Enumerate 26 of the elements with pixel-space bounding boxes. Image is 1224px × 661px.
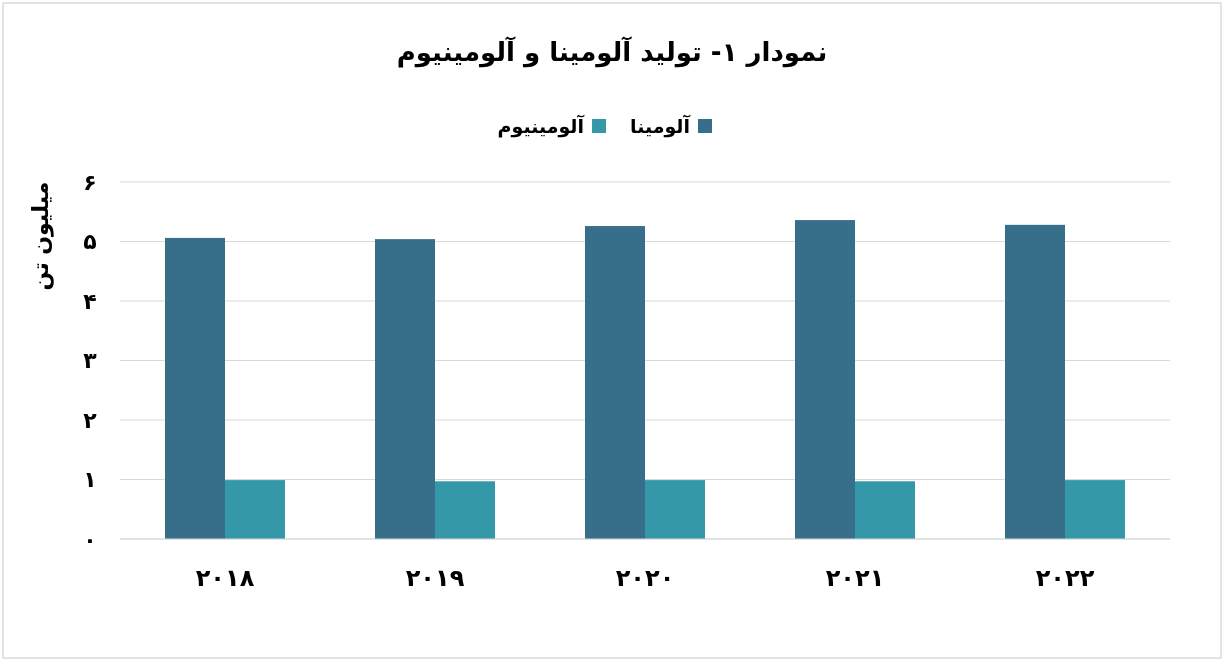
bar <box>435 481 495 539</box>
bar <box>645 480 705 539</box>
bar <box>585 226 645 539</box>
x-tick-label: ۲۰۱۸ <box>195 564 255 592</box>
legend-label: آلومینیوم <box>497 114 585 138</box>
x-tick-label: ۲۰۲۰ <box>615 564 675 592</box>
x-tick-label: ۲۰۲۲ <box>1035 564 1095 592</box>
bar <box>225 480 285 539</box>
y-tick-label: ۲ <box>83 407 98 433</box>
bar <box>795 220 855 539</box>
bar <box>1005 224 1065 539</box>
bar <box>165 237 225 539</box>
y-tick-label: ۱ <box>83 467 97 492</box>
x-tick-label: ۲۰۲۱ <box>825 564 885 592</box>
y-tick-label: ۵ <box>83 229 97 254</box>
x-tick-label: ۲۰۱۹ <box>405 564 465 592</box>
legend-label: آلومینا <box>630 114 691 138</box>
y-tick-label: ۶ <box>83 169 97 195</box>
bar <box>855 481 915 539</box>
bar <box>375 239 435 539</box>
bar <box>1065 480 1125 539</box>
y-axis-title: میلیون تن <box>27 181 54 291</box>
y-tick-label: ۳ <box>83 348 98 373</box>
y-tick-label: ۰ <box>83 526 97 552</box>
y-tick-label: ۴ <box>83 288 97 314</box>
chart-title: نمودار ۱- تولید آلومینا و آلومینیوم <box>396 36 828 68</box>
